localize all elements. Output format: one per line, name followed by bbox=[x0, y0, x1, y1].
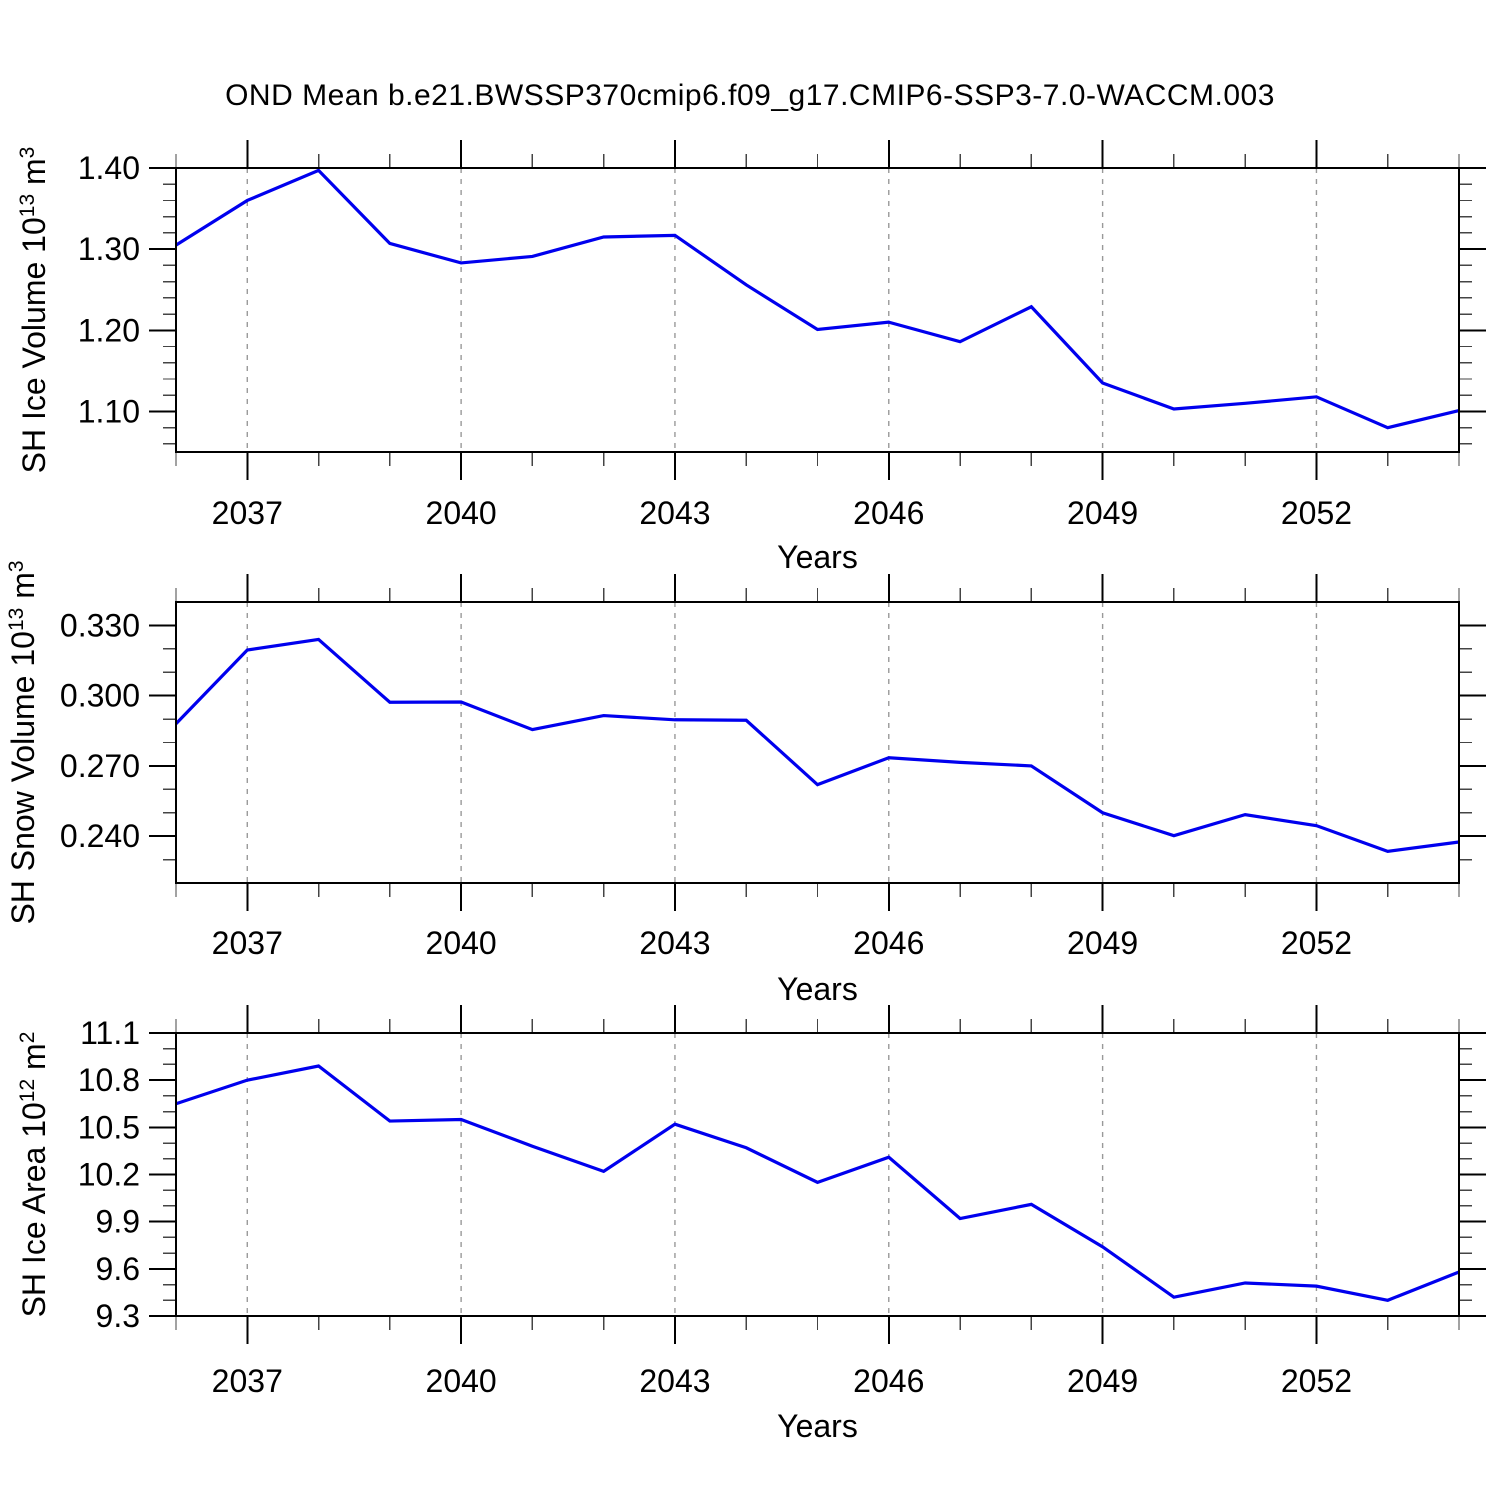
x-tick-label: 2037 bbox=[212, 925, 283, 961]
plot-border bbox=[174, 600, 1461, 885]
x-tick-label: 2046 bbox=[853, 925, 924, 961]
sh-ice-volume-line bbox=[175, 168, 1460, 430]
x-tick-label: 2052 bbox=[1281, 495, 1352, 531]
x-tick-label: 2043 bbox=[639, 495, 710, 531]
figure-title: OND Mean b.e21.BWSSP370cmip6.f09_g17.CMI… bbox=[225, 79, 1275, 112]
x-tick-label: 2043 bbox=[639, 1363, 710, 1399]
panel-sh-ice-area: 9.3 9.6 9.9 10.2 10.5 10.8 11.1 2037 2040 2043 204… bbox=[16, 1005, 1486, 1444]
y-tick-label: 1.30 bbox=[78, 231, 140, 267]
x-tick-label: 2037 bbox=[212, 495, 283, 531]
y-axis-title: SH Ice Volume 1013 m3 bbox=[16, 147, 52, 474]
x-axis-title: Years bbox=[777, 1408, 858, 1444]
x-tick-label: 2037 bbox=[212, 1363, 283, 1399]
x-tick-label: 2040 bbox=[426, 495, 497, 531]
x-tick-label: 2049 bbox=[1067, 1363, 1138, 1399]
x-tick-label: 2052 bbox=[1281, 925, 1352, 961]
y-tick-label: 0.270 bbox=[60, 748, 140, 784]
x-tick-label: 2049 bbox=[1067, 495, 1138, 531]
x-tick-label: 2046 bbox=[853, 1363, 924, 1399]
y-tick-label: 0.300 bbox=[60, 678, 140, 714]
sh-ice-area-line bbox=[175, 1064, 1460, 1302]
x-tick-label: 2040 bbox=[426, 925, 497, 961]
y-tick-label: 9.3 bbox=[96, 1298, 140, 1334]
y-tick-label: 9.6 bbox=[96, 1251, 140, 1287]
y-axis-title: SH Snow Volume 1013 m3 bbox=[5, 560, 41, 924]
panel-sh-ice-volume: 1.10 1.20 1.30 1.40 2037 2040 2043 2046 2049 2052… bbox=[16, 140, 1486, 575]
y-axis-title: SH Ice Area 1012 m2 bbox=[16, 1032, 52, 1318]
x-tick-label: 2052 bbox=[1281, 1363, 1352, 1399]
y-tick-label: 0.330 bbox=[60, 607, 140, 643]
x-tick-label: 2049 bbox=[1067, 925, 1138, 961]
x-axis-title: Years bbox=[777, 971, 858, 1007]
y-tick-label: 11.1 bbox=[80, 1015, 140, 1051]
y-tick-label: 10.2 bbox=[78, 1157, 140, 1193]
y-tick-label: 1.10 bbox=[78, 393, 140, 429]
x-tick-label: 2040 bbox=[426, 1363, 497, 1399]
x-tick-label: 2043 bbox=[639, 925, 710, 961]
y-tick-label: 9.9 bbox=[96, 1204, 140, 1240]
plot-border bbox=[174, 1031, 1461, 1318]
y-tick-label: 0.240 bbox=[60, 818, 140, 854]
x-axis-title: Years bbox=[777, 539, 858, 575]
y-tick-label: 10.5 bbox=[78, 1109, 140, 1145]
sh-snow-volume-line bbox=[174, 637, 1460, 854]
plot-border bbox=[174, 166, 1461, 454]
panel-sh-snow-volume: 0.240 0.270 0.300 0.330 2037 2040 2043 2046 2049… bbox=[5, 560, 1486, 1007]
y-tick-label: 1.40 bbox=[78, 150, 140, 186]
x-tick-label: 2046 bbox=[853, 495, 924, 531]
y-tick-label: 1.20 bbox=[78, 312, 140, 348]
y-tick-label: 10.8 bbox=[78, 1062, 140, 1098]
